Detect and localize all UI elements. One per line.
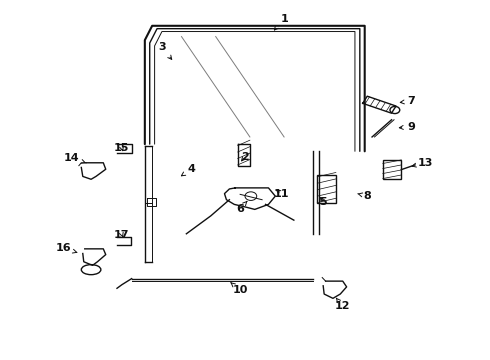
Bar [383, 159, 401, 179]
Text: 6: 6 [236, 201, 247, 214]
Text: 11: 11 [274, 189, 290, 199]
Text: 3: 3 [158, 42, 172, 59]
Text: 5: 5 [319, 197, 327, 207]
Text: 8: 8 [358, 191, 371, 201]
Text: 7: 7 [400, 96, 415, 106]
Text: 10: 10 [231, 283, 248, 296]
Text: 9: 9 [399, 122, 415, 132]
Text: 1: 1 [274, 14, 288, 30]
Text: 15: 15 [114, 143, 129, 153]
Text: 12: 12 [335, 298, 350, 311]
Text: 13: 13 [412, 158, 434, 168]
Text: 16: 16 [55, 243, 77, 253]
Text: 14: 14 [64, 153, 85, 163]
Text: 2: 2 [241, 152, 249, 162]
Text: 4: 4 [181, 164, 195, 176]
Bar [318, 175, 336, 203]
Text: 17: 17 [114, 230, 130, 239]
